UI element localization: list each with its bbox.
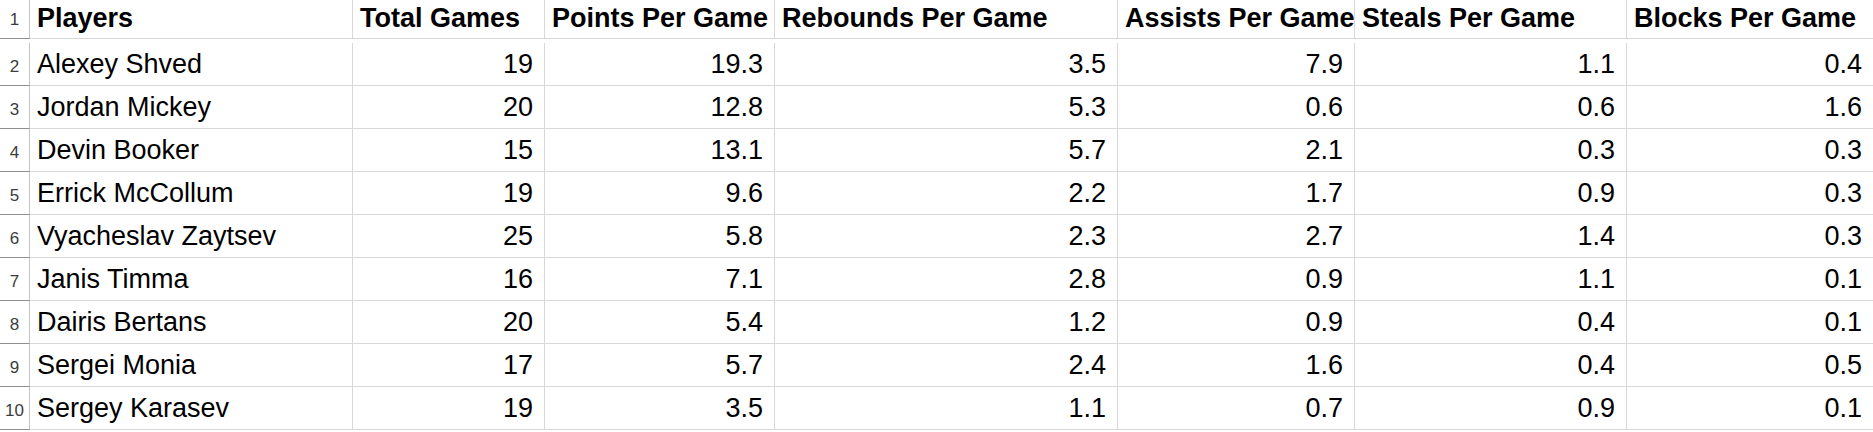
row-number-6[interactable]: 6 [0,215,30,258]
stat-cell[interactable]: 20 [353,301,545,344]
stat-cell[interactable]: 12.8 [545,86,775,129]
stat-cell[interactable]: 0.9 [1118,301,1355,344]
stat-cell[interactable]: 0.3 [1627,215,1873,258]
row-number-3[interactable]: 3 [0,86,30,129]
stat-cell[interactable]: 0.3 [1627,172,1873,215]
spreadsheet: 1PlayersTotal GamesPoints Per GameReboun… [0,0,1873,432]
stat-cell[interactable]: 0.6 [1118,86,1355,129]
column-header-assists-per-game[interactable]: Assists Per Game [1118,0,1355,39]
column-header-points-per-game[interactable]: Points Per Game [545,0,775,39]
stat-cell[interactable]: 0.7 [1118,387,1355,430]
stat-cell[interactable]: 5.7 [545,344,775,387]
stat-cell[interactable]: 17 [353,344,545,387]
stat-cell[interactable]: 1.1 [1355,258,1627,301]
player-name-cell[interactable]: Jordan Mickey [30,86,353,129]
stat-cell[interactable]: 19 [353,43,545,86]
stat-cell[interactable]: 0.9 [1355,172,1627,215]
player-name-cell[interactable]: Sergey Karasev [30,387,353,430]
column-header-rebounds-per-game[interactable]: Rebounds Per Game [775,0,1118,39]
stat-cell[interactable]: 9.6 [545,172,775,215]
stat-cell[interactable]: 0.4 [1355,301,1627,344]
stat-cell[interactable]: 2.4 [775,344,1118,387]
stat-cell[interactable]: 1.4 [1355,215,1627,258]
row-number-1[interactable]: 1 [0,0,30,39]
column-header-players[interactable]: Players [30,0,353,39]
stat-cell[interactable]: 5.8 [545,215,775,258]
stat-cell[interactable]: 1.6 [1627,86,1873,129]
row-number-5[interactable]: 5 [0,172,30,215]
stat-cell[interactable]: 5.4 [545,301,775,344]
stat-cell[interactable]: 3.5 [545,387,775,430]
stat-cell[interactable]: 1.1 [1355,43,1627,86]
row-number-7[interactable]: 7 [0,258,30,301]
spreadsheet-grid: 1PlayersTotal GamesPoints Per GameReboun… [0,0,1873,430]
stat-cell[interactable]: 0.4 [1627,43,1873,86]
stat-cell[interactable]: 2.7 [1118,215,1355,258]
stat-cell[interactable]: 0.3 [1355,129,1627,172]
stat-cell[interactable]: 15 [353,129,545,172]
stat-cell[interactable]: 19 [353,172,545,215]
stat-cell[interactable]: 16 [353,258,545,301]
stat-cell[interactable]: 0.3 [1627,129,1873,172]
stat-cell[interactable]: 0.1 [1627,301,1873,344]
stat-cell[interactable]: 0.1 [1627,258,1873,301]
stat-cell[interactable]: 7.1 [545,258,775,301]
stat-cell[interactable]: 2.3 [775,215,1118,258]
column-header-steals-per-game[interactable]: Steals Per Game [1355,0,1627,39]
row-number-4[interactable]: 4 [0,129,30,172]
stat-cell[interactable]: 0.9 [1355,387,1627,430]
row-number-9[interactable]: 9 [0,344,30,387]
player-name-cell[interactable]: Errick McCollum [30,172,353,215]
stat-cell[interactable]: 5.7 [775,129,1118,172]
stat-cell[interactable]: 3.5 [775,43,1118,86]
stat-cell[interactable]: 5.3 [775,86,1118,129]
player-name-cell[interactable]: Sergei Monia [30,344,353,387]
stat-cell[interactable]: 0.6 [1355,86,1627,129]
player-name-cell[interactable]: Alexey Shved [30,43,353,86]
player-name-cell[interactable]: Vyacheslav Zaytsev [30,215,353,258]
stat-cell[interactable]: 1.7 [1118,172,1355,215]
stat-cell[interactable]: 2.8 [775,258,1118,301]
stat-cell[interactable]: 7.9 [1118,43,1355,86]
stat-cell[interactable]: 1.2 [775,301,1118,344]
stat-cell[interactable]: 25 [353,215,545,258]
stat-cell[interactable]: 2.1 [1118,129,1355,172]
stat-cell[interactable]: 0.9 [1118,258,1355,301]
stat-cell[interactable]: 0.4 [1355,344,1627,387]
row-number-10[interactable]: 10 [0,387,30,430]
player-name-cell[interactable]: Devin Booker [30,129,353,172]
stat-cell[interactable]: 0.1 [1627,387,1873,430]
stat-cell[interactable]: 2.2 [775,172,1118,215]
column-header-total-games[interactable]: Total Games [353,0,545,39]
row-number-2[interactable]: 2 [0,43,30,86]
column-header-blocks-per-game[interactable]: Blocks Per Game [1627,0,1873,39]
stat-cell[interactable]: 19.3 [545,43,775,86]
stat-cell[interactable]: 13.1 [545,129,775,172]
stat-cell[interactable]: 0.5 [1627,344,1873,387]
player-name-cell[interactable]: Dairis Bertans [30,301,353,344]
stat-cell[interactable]: 1.6 [1118,344,1355,387]
player-name-cell[interactable]: Janis Timma [30,258,353,301]
row-number-8[interactable]: 8 [0,301,30,344]
stat-cell[interactable]: 19 [353,387,545,430]
stat-cell[interactable]: 20 [353,86,545,129]
stat-cell[interactable]: 1.1 [775,387,1118,430]
